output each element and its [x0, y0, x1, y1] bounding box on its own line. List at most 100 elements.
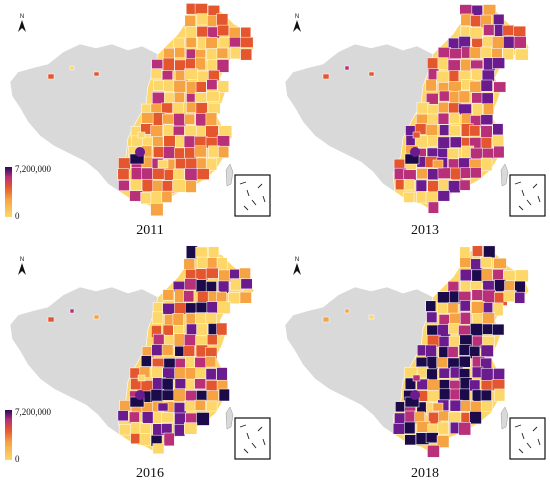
prefecture-cell	[493, 81, 507, 93]
prefecture-cell	[437, 190, 450, 202]
nine-dash-segment	[532, 183, 538, 189]
prefecture-cell	[173, 113, 187, 127]
prefecture-cell	[205, 125, 219, 138]
prefecture-cell	[216, 322, 228, 336]
prefecture-cell	[162, 289, 175, 301]
prefecture-cell	[195, 81, 207, 93]
south-china-sea-inset	[234, 417, 271, 460]
prefecture-cell	[151, 366, 163, 378]
prefecture-cell	[513, 36, 527, 49]
prefecture-cell	[130, 179, 143, 192]
prefecture-cell	[239, 291, 252, 304]
prefecture-cell	[129, 411, 140, 424]
western-prefecture	[157, 159, 169, 169]
prefecture-cell	[458, 422, 471, 436]
prefecture-cell	[206, 334, 218, 346]
taiwan-island	[500, 163, 509, 187]
prefecture-cell	[118, 180, 130, 191]
prefecture-cell	[503, 290, 517, 302]
prefecture-cell	[427, 201, 439, 214]
prefecture-cell	[217, 24, 230, 37]
prefecture-cell	[471, 301, 485, 315]
prefecture-cell	[118, 157, 131, 170]
prefecture-cell	[483, 24, 495, 36]
city-marker	[135, 390, 145, 400]
prefecture-cell	[460, 312, 471, 325]
color-legend: 7,200,000 0	[5, 164, 52, 221]
prefecture-cell	[141, 167, 153, 181]
prefecture-cell	[173, 388, 186, 402]
prefecture-cell	[216, 47, 229, 59]
prefecture-cell	[480, 368, 494, 382]
prefecture-cell	[205, 312, 217, 325]
prefecture-cell	[206, 79, 218, 90]
prefecture-cell	[404, 434, 417, 446]
north-arrow-shape	[18, 20, 26, 32]
nine-dash-segment	[262, 438, 266, 446]
nine-dash-segment	[514, 181, 522, 185]
prefecture-cell	[438, 410, 450, 422]
taiwan-island	[225, 406, 234, 430]
prefecture-cell	[425, 79, 437, 92]
prefecture-cell	[427, 135, 439, 147]
prefecture-cell	[172, 313, 184, 326]
western-prefecture	[69, 65, 75, 71]
western-prefecture	[368, 71, 375, 77]
prefecture-cell	[458, 355, 471, 368]
nine-dash-segment	[521, 189, 525, 197]
prefecture-cell	[162, 124, 175, 138]
prefecture-cell	[228, 26, 241, 39]
prefecture-cell	[194, 145, 207, 158]
prefecture-cell	[471, 68, 483, 81]
prefecture-cell	[449, 136, 463, 148]
western-prefecture	[368, 314, 375, 320]
prefecture-cell	[448, 125, 461, 137]
prefecture-cell	[460, 280, 473, 292]
prefecture-cell	[195, 246, 208, 259]
western-prefecture	[322, 316, 330, 323]
prefecture-cell	[427, 113, 439, 126]
prefecture-cell	[150, 68, 163, 80]
prefecture-cell	[216, 135, 230, 147]
prefecture-cell	[162, 303, 176, 315]
prefecture-cell	[163, 47, 175, 60]
prefecture-cell	[491, 36, 506, 50]
north-arrow-icon: N	[18, 257, 26, 275]
prefecture-cell	[205, 112, 218, 126]
prefecture-cell	[492, 302, 504, 317]
prefecture-cell	[403, 191, 415, 203]
prefecture-cell	[472, 245, 483, 257]
western-prefecture	[322, 73, 330, 80]
prefecture-cell	[161, 389, 175, 401]
nine-dash-segment	[526, 442, 532, 449]
western-prefecture	[69, 308, 75, 314]
prefecture-cell	[161, 190, 173, 203]
nine-dash-segment	[262, 195, 266, 203]
nine-dash-segment	[239, 424, 247, 428]
prefecture-cell	[482, 302, 494, 315]
prefecture-cell	[459, 257, 473, 268]
legend-colorbar	[5, 410, 12, 460]
prefecture-cell	[483, 103, 494, 115]
prefecture-cell	[161, 344, 174, 356]
prefecture-cell	[491, 57, 505, 69]
prefecture-cell	[404, 421, 416, 435]
prefecture-cell	[205, 157, 218, 171]
prefecture-cell	[195, 113, 207, 127]
prefecture-cell	[195, 367, 207, 381]
prefecture-cell	[150, 191, 163, 205]
year-label: 2013	[411, 223, 439, 238]
prefecture-cell	[502, 47, 515, 61]
nine-dash-segment	[251, 199, 257, 206]
year-label: 2016	[136, 466, 164, 481]
prefecture-cell	[162, 113, 175, 125]
nine-dash-segment	[518, 448, 524, 454]
prefecture-cell	[449, 112, 460, 124]
prefecture-cell	[163, 432, 175, 447]
prefecture-cell	[152, 92, 166, 105]
prefecture-cell	[184, 167, 198, 182]
prefecture-cell	[494, 279, 507, 292]
prefecture-cell	[416, 102, 430, 115]
prefecture-cell	[448, 70, 460, 83]
prefecture-cell	[438, 367, 450, 379]
